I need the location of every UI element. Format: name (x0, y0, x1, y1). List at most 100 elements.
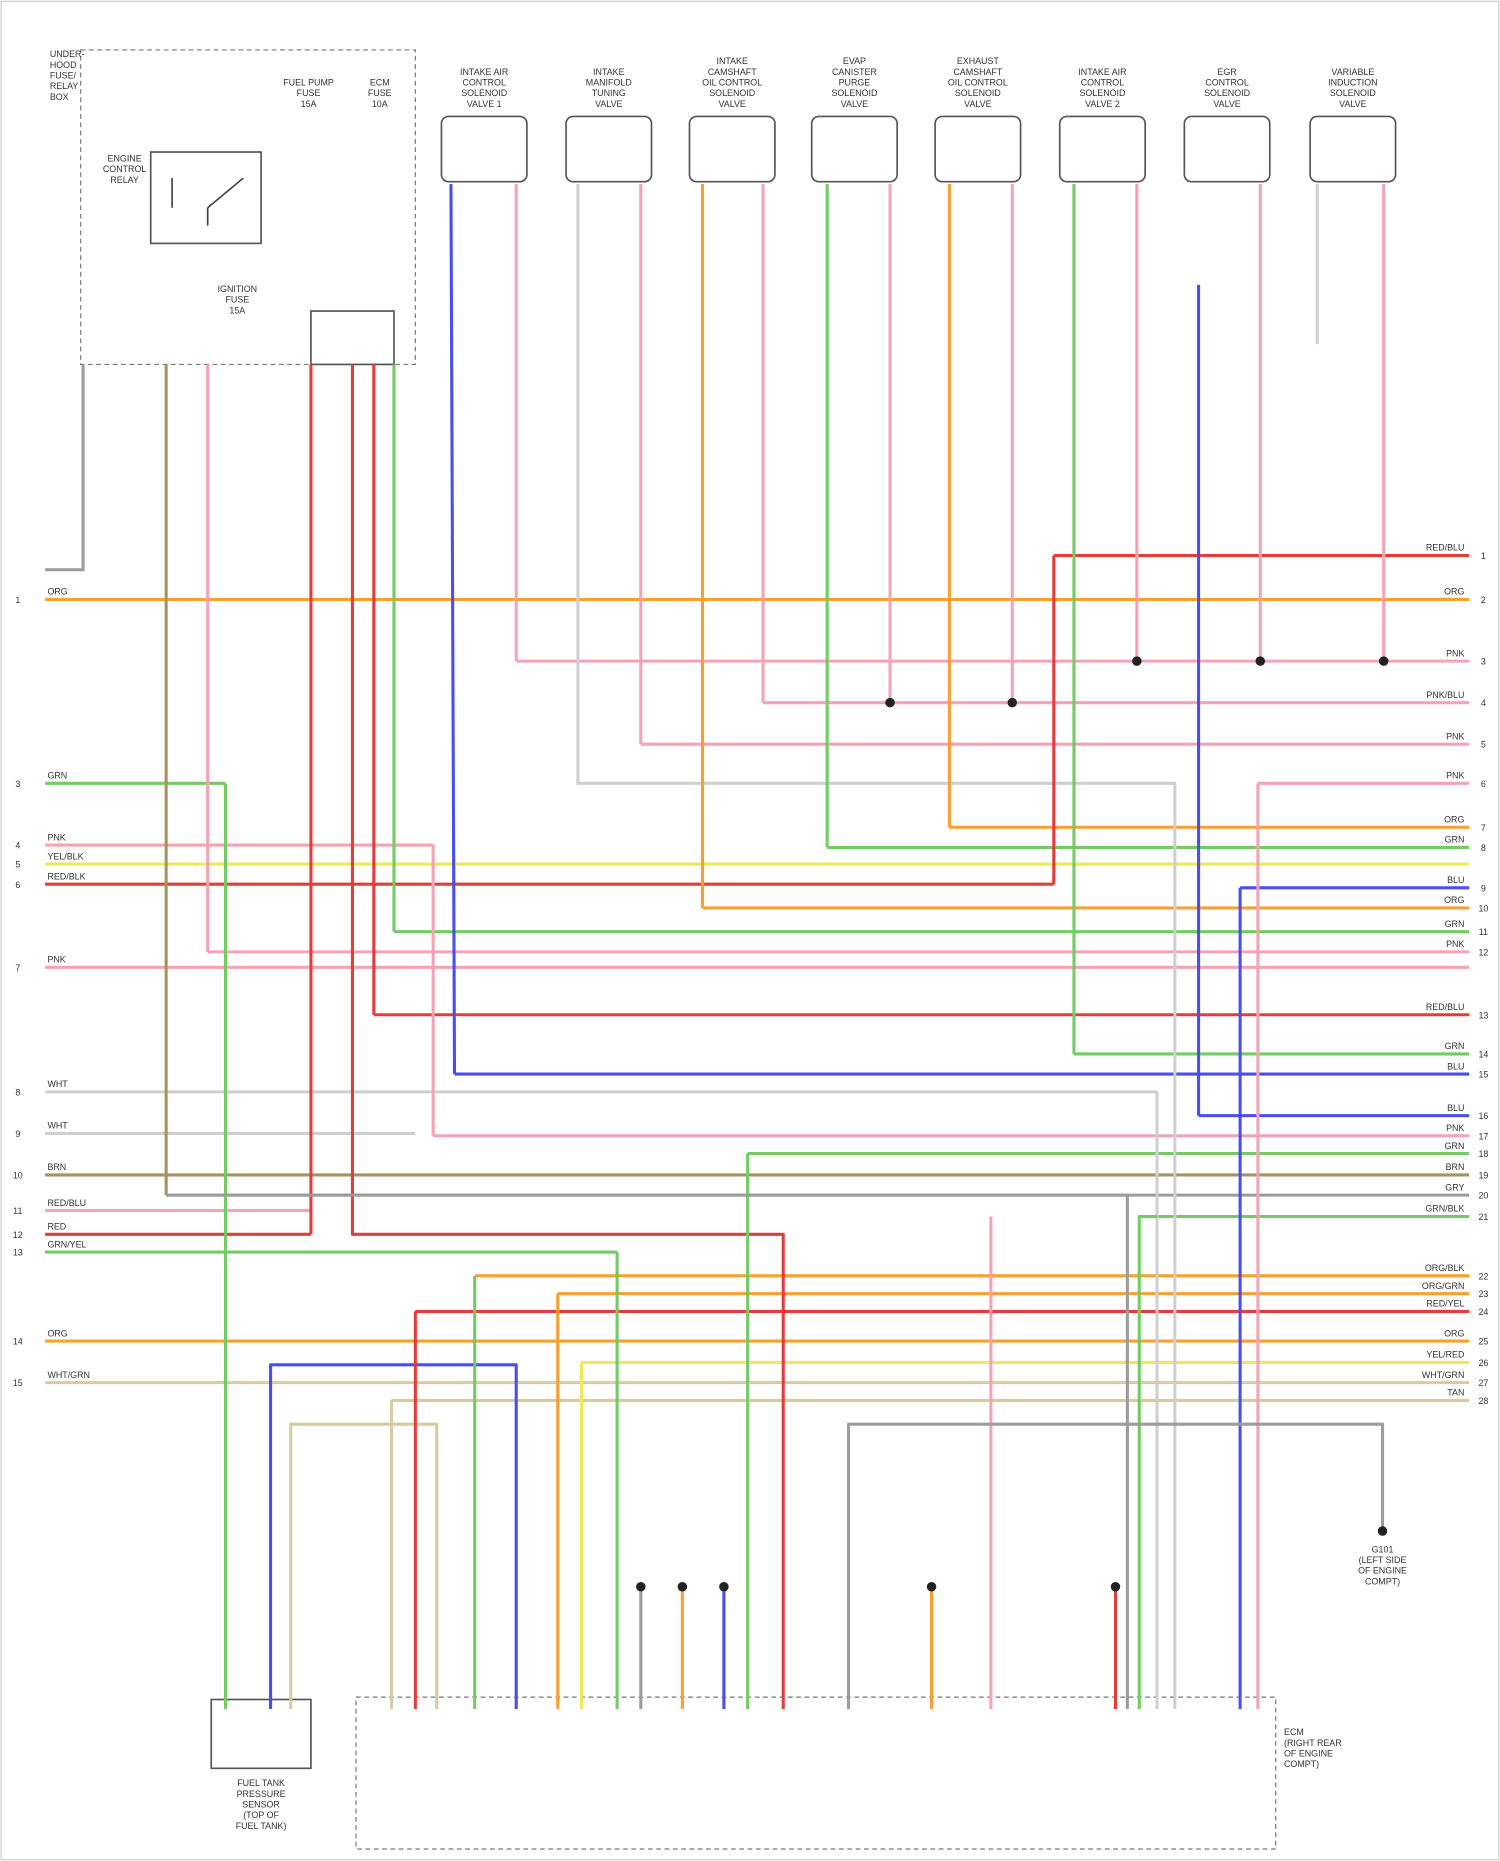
wire-label: TAN (1447, 1388, 1464, 1398)
pin-number: 2 (1481, 595, 1486, 605)
label: UNDER- (50, 49, 85, 59)
label: OIL CONTROL (702, 78, 762, 88)
label: FUSE/ (50, 70, 77, 80)
label: SENSOR (242, 1799, 280, 1809)
splice (1255, 656, 1266, 666)
pin-number: 4 (15, 841, 20, 851)
wire-label: RED (47, 1222, 66, 1232)
label: VALVE (1339, 99, 1366, 109)
label: RELAY (110, 175, 139, 185)
component (565, 115, 653, 183)
pin-number: 16 (1478, 1111, 1488, 1121)
label: PURGE (839, 78, 871, 88)
wires (45, 184, 1470, 1709)
pin-number: 15 (1478, 1070, 1488, 1080)
label: CONTROL (1205, 78, 1249, 88)
splice (636, 1582, 646, 1592)
label: FUSE (297, 88, 321, 98)
label: SOLENOID (461, 88, 507, 98)
label: CAMSHAFT (708, 67, 757, 77)
label: RELAY (50, 81, 79, 91)
label: OF ENGINE (1284, 1748, 1333, 1758)
component (440, 115, 528, 183)
component (810, 115, 898, 183)
pin-number: 4 (1481, 698, 1486, 708)
pin-number: 14 (1478, 1049, 1488, 1059)
wire-label: ORG/BLK (1425, 1263, 1465, 1273)
relay-switch (171, 177, 244, 226)
wire (1137, 1214, 1158, 1709)
wire-label: GRN (1445, 1041, 1465, 1051)
label: TUNING (592, 88, 626, 98)
wire-label: RED/BLK (47, 871, 85, 881)
splice (926, 1582, 937, 1592)
label: CONTROL (1081, 78, 1125, 88)
splice (1378, 656, 1389, 666)
pin-number: 3 (15, 779, 20, 789)
splice (677, 1582, 688, 1592)
pin-number: 14 (13, 1337, 23, 1347)
label: SOLENOID (1079, 88, 1125, 98)
component (934, 115, 1022, 183)
wire-label: PNK (47, 832, 65, 842)
pin-number: 10 (13, 1171, 23, 1181)
wire-label: WHT/GRN (47, 1370, 89, 1380)
wire-label: PNK (1446, 731, 1464, 741)
wire (846, 1422, 1385, 1709)
wire-label: ORG (1444, 587, 1464, 597)
wire-label: ORG (1444, 895, 1464, 905)
wire-label: GRN (1445, 835, 1465, 845)
wire-label: RED/BLU (1426, 543, 1465, 553)
wire-label: GRN/BLK (1425, 1204, 1464, 1214)
pin-number: 19 (1478, 1171, 1488, 1181)
pin-number: 10 (1478, 904, 1488, 914)
label: (TOP OF (243, 1810, 279, 1820)
wire-label: RED/BLU (47, 1198, 86, 1208)
pin-number: 7 (1481, 823, 1486, 833)
wire-label: GRN (47, 771, 67, 781)
pin-number: 18 (1478, 1149, 1488, 1159)
pin-number: 22 (1478, 1271, 1488, 1281)
wire (166, 1193, 1129, 1709)
splice (1132, 656, 1142, 666)
component (1309, 115, 1397, 183)
label: OIL CONTROL (948, 78, 1008, 88)
label: FUEL TANK (237, 1778, 285, 1788)
label: SOLENOID (709, 88, 755, 98)
wire-label: GRN/YEL (47, 1239, 86, 1249)
label: G101 (1372, 1544, 1394, 1554)
wire (269, 1363, 518, 1709)
label: VALVE (1213, 99, 1240, 109)
wire-label: BLU (1447, 875, 1464, 885)
splice (1007, 697, 1018, 708)
label: VALVE 1 (467, 99, 502, 109)
fuse-box-outline (80, 49, 416, 366)
pin-number: 11 (13, 1206, 22, 1216)
wire-label: GRY (1445, 1182, 1464, 1192)
pin-number: 6 (15, 880, 20, 890)
label: FUSE (225, 295, 249, 305)
pin-number: 5 (15, 860, 20, 870)
pin-number: 25 (1478, 1337, 1488, 1347)
wire-label: ORG (47, 1328, 67, 1338)
pin-number: 11 (1479, 927, 1488, 937)
wire (289, 1422, 439, 1709)
label: PRESSURE (237, 1789, 286, 1799)
label: INTAKE (716, 56, 748, 66)
label: 15A (301, 99, 317, 109)
pin-number: 1 (15, 595, 20, 605)
splice (885, 697, 895, 708)
label: INDUCTION (1328, 78, 1377, 88)
label: EXHAUST (957, 56, 1000, 66)
wire-label: YEL/RED (1426, 1350, 1464, 1360)
label: HOOD (50, 60, 77, 70)
pin-number: 20 (1478, 1191, 1488, 1201)
label: INTAKE (593, 67, 625, 77)
wire-label: PNK (1446, 1123, 1464, 1133)
pin-number: 13 (1478, 1010, 1488, 1020)
wire-label: BLU (1447, 1061, 1464, 1071)
pin-number: 15 (13, 1378, 23, 1388)
label: 15A (229, 305, 245, 315)
pin-number: 17 (1478, 1131, 1488, 1141)
label: SOLENOID (1330, 88, 1376, 98)
